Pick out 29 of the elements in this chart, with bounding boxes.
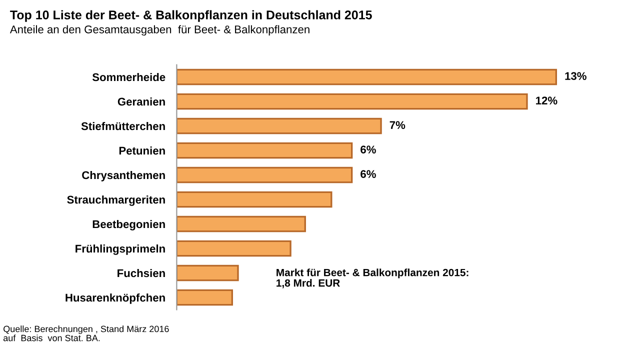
bar bbox=[176, 118, 382, 134]
chart-title: Top 10 Liste der Beet- & Balkonpflanzen in Deutschland 2015 bbox=[10, 10, 372, 22]
y-tick-label: Chrysanthemen bbox=[82, 170, 165, 182]
bar bbox=[176, 240, 292, 257]
y-tick-label: Geranien bbox=[118, 97, 165, 106]
annotation: Markt für Beet- & Balkonpflanzen 2015: 1,8 Mrd. EUR bbox=[276, 268, 468, 288]
bar bbox=[176, 68, 558, 86]
bar bbox=[176, 191, 332, 208]
source-note: Quelle: Berechnungen , Stand März 2016 auf Basis von Stat. BA. bbox=[3, 326, 169, 342]
y-tick-label: Frühlingsprimeln bbox=[76, 244, 165, 255]
y-tick-label: Husarenknöpfchen bbox=[66, 293, 165, 304]
bar bbox=[176, 142, 353, 159]
bar bbox=[176, 93, 528, 110]
data-label: 13% bbox=[565, 72, 586, 80]
bar bbox=[176, 289, 233, 306]
data-label: 7% bbox=[390, 121, 406, 129]
data-label: 6% bbox=[360, 170, 376, 178]
y-tick-label: Beetbegonien bbox=[92, 220, 165, 230]
y-tick-label: Petunien bbox=[119, 146, 165, 155]
data-label: 6% bbox=[360, 146, 376, 154]
y-tick-label: Sommerheide bbox=[92, 72, 166, 82]
data-label: 12% bbox=[536, 96, 558, 104]
bar bbox=[176, 166, 353, 184]
y-tick-label: Stiefmütterchen bbox=[81, 122, 165, 130]
y-tick-label: Strauchmargeriten bbox=[67, 195, 165, 206]
bar bbox=[176, 216, 306, 232]
y-tick-label: Fuchsien bbox=[118, 268, 165, 278]
chart-subtitle: Anteile an den Gesamtausgaben für Beet- & Balkonpflanzen bbox=[10, 25, 310, 36]
bar bbox=[176, 264, 239, 282]
